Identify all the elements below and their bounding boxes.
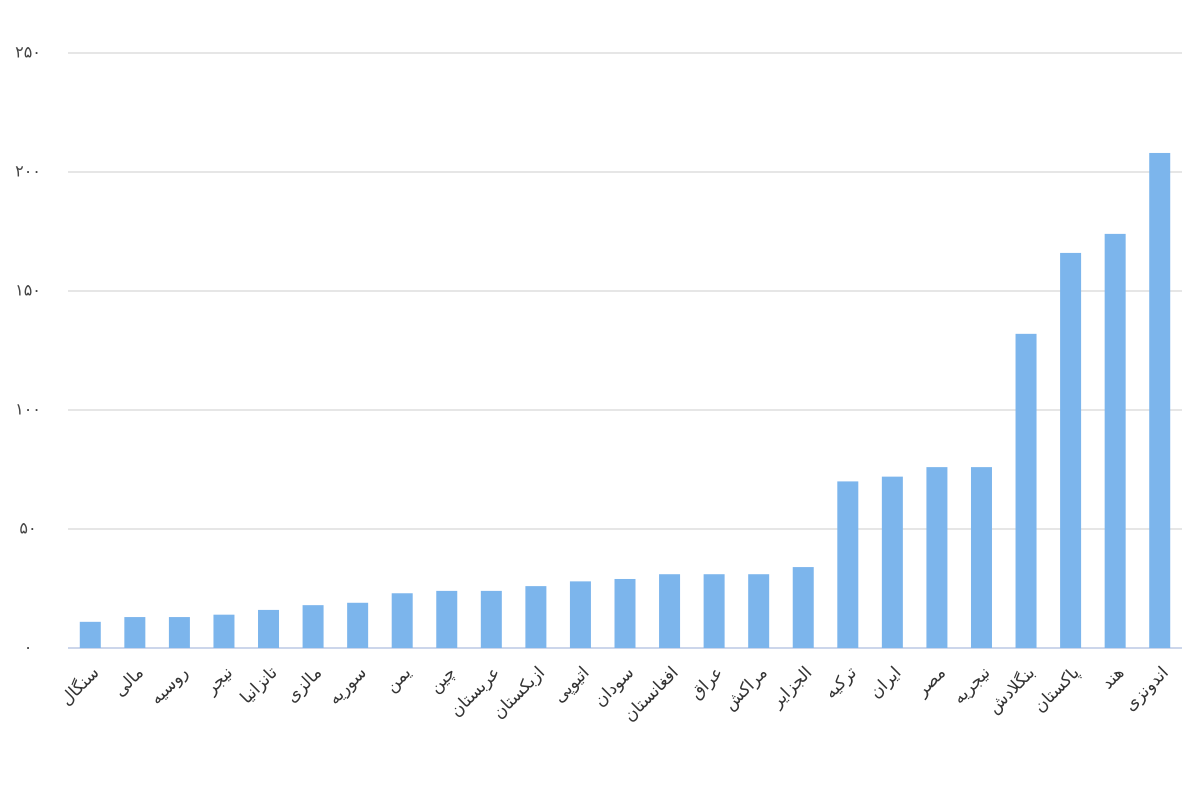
bar	[213, 614, 235, 648]
bar	[1015, 333, 1037, 648]
y-tick-label: ۱۰۰	[15, 400, 41, 419]
x-tick-label: سوریه	[325, 663, 371, 709]
y-tick-label: ۱۵۰	[15, 281, 41, 300]
bar	[614, 578, 636, 648]
x-tick-label: بنگلادش	[983, 662, 1039, 718]
x-tick-label: مالی	[110, 663, 148, 701]
bar	[391, 593, 413, 648]
x-tick-label: مراکش	[720, 663, 772, 715]
bar	[837, 481, 859, 648]
y-tick-label: ۵۰	[19, 519, 36, 538]
bar	[480, 590, 502, 648]
x-tick-label: ایران	[866, 663, 906, 703]
x-tick-label: اندونزی	[1120, 663, 1172, 715]
bar	[1149, 152, 1171, 648]
bar	[1060, 252, 1082, 649]
bar	[302, 605, 324, 648]
x-tick-label: تانزانیا	[236, 663, 281, 708]
bar	[124, 617, 146, 648]
x-tick-label: چین	[425, 663, 459, 697]
bar	[168, 617, 190, 648]
bar	[792, 567, 814, 648]
bar	[525, 586, 547, 648]
x-tick-label: پاکستان	[1030, 663, 1084, 717]
bar	[569, 581, 591, 648]
bar	[748, 574, 770, 648]
x-tick-label: یمن	[382, 663, 416, 697]
x-tick-label: نیجر	[201, 663, 237, 699]
x-tick-label: سنگال	[56, 662, 104, 710]
x-tick-label: اتیوپی	[549, 663, 593, 707]
bar	[347, 602, 369, 648]
bar	[926, 467, 948, 648]
y-tick-label: ۲۰۰	[15, 162, 41, 181]
y-tick-label: ۲۵۰	[15, 43, 41, 62]
bar	[436, 590, 458, 648]
bar	[703, 574, 725, 648]
x-tick-label: مالزی	[282, 663, 326, 707]
y-tick-label: ۰	[24, 638, 33, 657]
x-tick-label: مصر	[912, 663, 950, 701]
bar	[970, 467, 992, 648]
x-tick-label: روسیه	[147, 663, 193, 709]
x-tick-label: عراق	[687, 663, 728, 704]
bar	[79, 621, 101, 648]
bar	[659, 574, 681, 648]
bar	[1104, 233, 1126, 648]
x-tick-label: ترکیه	[821, 663, 861, 703]
x-tick-label: الجزایر	[767, 663, 817, 713]
bar	[258, 609, 280, 648]
bar	[881, 476, 903, 648]
x-tick-label: هند	[1098, 663, 1128, 693]
